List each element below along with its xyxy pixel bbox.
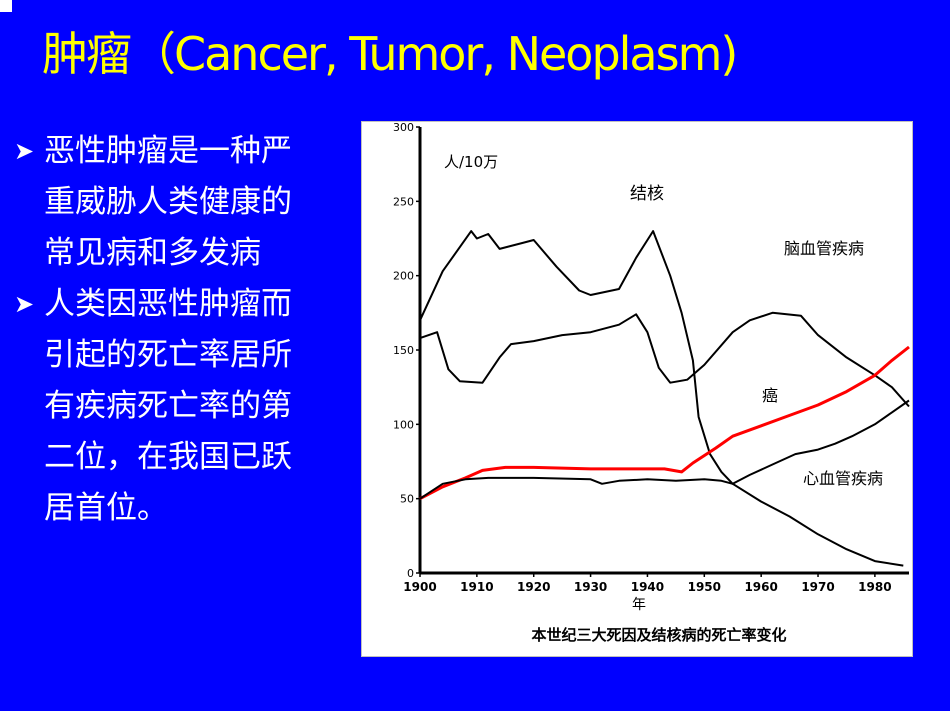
bullet-text: 人类因恶性肿瘤而引起的死亡率居所有疾病死亡率的第二位，在我国已跃居首位。 <box>44 286 292 526</box>
bullet-list: ➤ 恶性肿瘤是一种严重威胁人类健康的常见病和多发病 ➤ 人类因恶性肿瘤而引起的死… <box>14 126 334 534</box>
x-tick-label: 1900 <box>403 580 436 594</box>
y-tick-label: 50 <box>400 493 414 506</box>
series-label-cancer: 癌 <box>762 386 778 405</box>
y-tick-label: 100 <box>393 418 414 431</box>
series-line-cancer <box>419 345 910 501</box>
x-tick-label: 1920 <box>517 580 550 594</box>
x-axis-label: 年 <box>632 597 646 613</box>
corner-marker <box>0 0 12 12</box>
mortality-chart: 人/10万 年 本世纪三大死因及结核病的死亡率变化 结核 脑血管疾病 癌 心血管… <box>393 121 910 644</box>
bullet-item: ➤ 人类因恶性肿瘤而引起的死亡率居所有疾病死亡率的第二位，在我国已跃居首位。 <box>14 279 334 534</box>
y-tick-label: 0 <box>407 567 414 580</box>
series-label-cardiovascular: 心血管疾病 <box>803 469 883 488</box>
y-axis-label: 人/10万 <box>444 153 498 171</box>
chart-panel: 人/10万 年 本世纪三大死因及结核病的死亡率变化 结核 脑血管疾病 癌 心血管… <box>361 121 913 657</box>
y-tick-label: 150 <box>393 344 414 357</box>
series-line-cerebrovascular <box>419 311 910 408</box>
chart-caption: 本世纪三大死因及结核病的死亡率变化 <box>531 626 786 644</box>
bullet-text: 恶性肿瘤是一种严重威胁人类健康的常见病和多发病 <box>44 133 292 271</box>
series-line-cardiovascular <box>419 399 910 500</box>
y-tick-label: 250 <box>393 195 414 208</box>
x-tick-label: 1950 <box>688 580 721 594</box>
x-tick-label: 1970 <box>801 580 834 594</box>
x-tick-label: 1940 <box>631 580 664 594</box>
x-tick-label: 1930 <box>574 580 607 594</box>
arrow-bullet-icon: ➤ <box>14 290 35 318</box>
series-label-cerebrovascular: 脑血管疾病 <box>784 239 864 258</box>
y-tick-label: 300 <box>393 122 414 134</box>
x-tick-label: 1980 <box>858 580 891 594</box>
arrow-bullet-icon: ➤ <box>14 137 35 165</box>
bullet-item: ➤ 恶性肿瘤是一种严重威胁人类健康的常见病和多发病 <box>14 126 334 279</box>
slide-title: 肿瘤（Cancer, Tumor, Neoplasm) <box>42 27 738 81</box>
x-tick-label: 1910 <box>460 580 493 594</box>
series-label-tuberculosis: 结核 <box>630 184 664 204</box>
y-tick-label: 200 <box>393 270 414 283</box>
series-line-tuberculosis <box>419 230 904 567</box>
x-tick-label: 1960 <box>744 580 777 594</box>
